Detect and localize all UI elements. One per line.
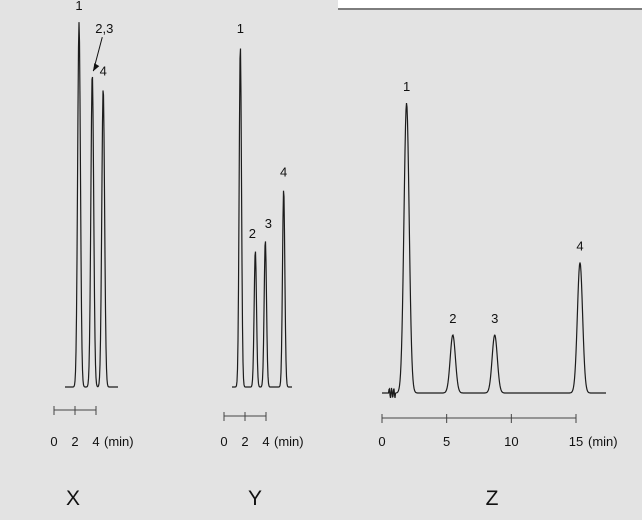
- peak-label-arrowhead: [93, 63, 100, 72]
- time-axis-unit-label: (min): [588, 434, 618, 449]
- time-axis-tick-label: 15: [569, 434, 583, 449]
- time-axis-unit-label: (min): [104, 434, 134, 449]
- peak-label: 1: [403, 79, 410, 94]
- peak-label: 2: [249, 226, 256, 241]
- figure-background: [0, 8, 642, 520]
- panel-label-x: X: [65, 487, 80, 510]
- peak-label: 4: [280, 165, 287, 180]
- time-axis-tick-label: 0: [378, 434, 385, 449]
- peak-label: 4: [576, 239, 583, 254]
- time-axis-tick-label: 10: [504, 434, 518, 449]
- time-axis-tick-label: 5: [443, 434, 450, 449]
- peak-label: 2: [449, 311, 456, 326]
- time-axis-tick-label: 4: [262, 434, 269, 449]
- peak-label: 3: [265, 216, 272, 231]
- time-axis-tick-label: 2: [71, 434, 78, 449]
- top-border-line: [338, 8, 642, 10]
- panel-label-y: Y: [247, 487, 262, 510]
- chromatogram-trace: [65, 22, 118, 388]
- figure-background-top: [0, 0, 338, 12]
- peak-label: 4: [100, 64, 107, 79]
- peak-label: 3: [491, 311, 498, 326]
- time-axis-unit-label: (min): [274, 434, 304, 449]
- peak-label: 1: [237, 21, 244, 36]
- time-axis-tick-label: 2: [241, 434, 248, 449]
- time-axis-tick-label: 0: [50, 434, 57, 449]
- panel-label-z: Z: [485, 487, 499, 510]
- chromatogram-trace: [232, 48, 292, 388]
- peak-label: 1: [75, 0, 82, 13]
- chromatogram-trace: [382, 103, 606, 399]
- peak-label: 2,3: [95, 21, 113, 36]
- time-axis-tick-label: 4: [92, 434, 99, 449]
- time-axis-tick-label: 0: [220, 434, 227, 449]
